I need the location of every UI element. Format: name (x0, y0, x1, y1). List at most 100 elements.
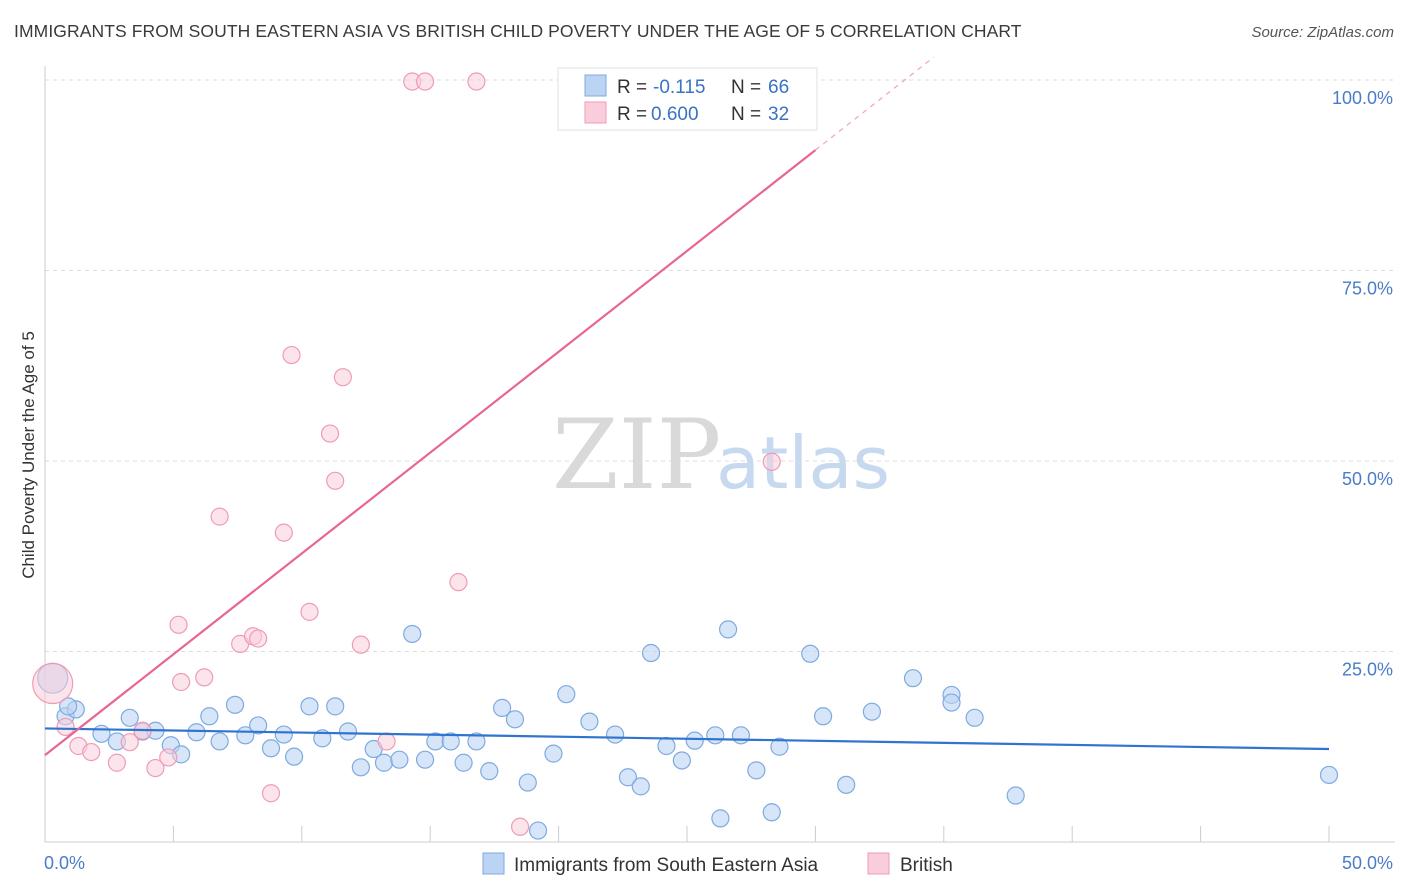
data-point-immigrants (862, 702, 881, 721)
data-point-immigrants (249, 716, 268, 735)
chart-source: Source: ZipAtlas.com (1251, 24, 1394, 41)
x-tick-label: 50.0% (1342, 853, 1393, 873)
data-point-immigrants (374, 753, 394, 772)
data-point-immigrants (770, 737, 789, 756)
data-point-immigrants (505, 710, 525, 729)
legend-label-british: British (900, 855, 953, 876)
data-point-british (146, 758, 165, 778)
data-point-immigrants (390, 750, 409, 769)
data-point-immigrants (801, 644, 820, 663)
data-point-immigrants (441, 732, 460, 751)
data-point-immigrants (685, 731, 704, 750)
data-point-immigrants (641, 643, 661, 663)
data-point-british (351, 635, 370, 654)
series-immigrants-points (37, 620, 1339, 840)
data-point-immigrants (657, 736, 676, 756)
series-legend: Immigrants from South Eastern Asia Briti… (482, 852, 953, 876)
data-point-immigrants (210, 732, 229, 751)
data-point-immigrants (313, 729, 332, 748)
data-point-immigrants (225, 695, 245, 714)
data-point-immigrants (59, 697, 78, 716)
y-tick-label: 75.0% (1342, 279, 1393, 299)
watermark: ZIP atlas (552, 399, 890, 511)
data-point-british (333, 368, 352, 387)
data-point-immigrants (120, 708, 139, 727)
data-point-british (300, 602, 319, 621)
data-point-immigrants (557, 685, 576, 704)
data-point-immigrants (731, 726, 751, 745)
data-point-immigrants (814, 707, 833, 726)
legend-swatch-immigrants (584, 74, 607, 97)
watermark-atlas: atlas (716, 421, 890, 505)
legend-r-label: R = (617, 104, 647, 125)
legend-n-value-british: 32 (768, 104, 789, 125)
data-point-immigrants (711, 809, 730, 828)
data-point-british (261, 784, 281, 803)
data-point-immigrants (618, 768, 638, 787)
data-point-immigrants (528, 821, 548, 840)
correlation-legend: R = -0.115 N = 66 R = 0.600 N = 32 (557, 67, 818, 131)
data-point-british (326, 471, 345, 490)
data-point-british (120, 733, 139, 752)
data-point-immigrants (351, 758, 370, 777)
x-tick-label: 0.0% (44, 853, 85, 873)
data-point-british (107, 753, 127, 772)
data-point-british (274, 523, 293, 542)
data-point-immigrants (261, 739, 281, 758)
data-point-immigrants (903, 669, 923, 688)
data-point-british (172, 672, 191, 692)
trend-lines (44, 56, 1330, 756)
data-point-immigrants (747, 761, 766, 780)
data-point-immigrants (942, 693, 961, 712)
data-point-british (169, 615, 188, 634)
data-point-immigrants (672, 751, 691, 770)
legend-r-label: R = (617, 77, 647, 98)
series-british-points (32, 72, 781, 836)
legend-n-value-immigrants: 66 (768, 77, 789, 98)
data-point-immigrants (187, 723, 206, 742)
trend-line-british (44, 149, 817, 756)
y-axis-title: Child Poverty Under the Age of 5 (19, 331, 38, 579)
data-point-british (210, 507, 229, 526)
data-point-immigrants (480, 762, 499, 781)
grid-lines (45, 79, 1395, 652)
data-point-british (56, 717, 75, 737)
data-point-immigrants (300, 697, 319, 716)
data-point-immigrants (338, 722, 358, 741)
trend-line-immigrants (44, 727, 1330, 751)
data-point-british (320, 424, 340, 443)
chart-title: IMMIGRANTS FROM SOUTH EASTERN ASIA VS BR… (14, 21, 1022, 41)
data-point-immigrants (454, 753, 473, 772)
data-point-british (159, 748, 178, 767)
data-point-immigrants (92, 724, 111, 743)
data-point-british (449, 573, 468, 592)
data-point-immigrants (403, 624, 422, 644)
data-point-british (82, 742, 101, 762)
data-point-british (415, 72, 435, 91)
data-point-immigrants (706, 726, 725, 745)
data-point-immigrants (326, 697, 345, 716)
watermark-zip: ZIP (552, 399, 721, 511)
data-point-immigrants (415, 750, 435, 769)
legend-r-value-british: 0.600 (651, 104, 699, 125)
data-point-immigrants (544, 744, 563, 763)
y-tick-label: 25.0% (1342, 660, 1393, 680)
legend-swatch-british (867, 852, 890, 875)
data-point-immigrants (467, 732, 486, 751)
data-point-immigrants (631, 777, 650, 796)
data-point-british (32, 662, 74, 705)
legend-label-immigrants: Immigrants from South Eastern Asia (514, 855, 819, 876)
y-tick-label: 100.0% (1332, 88, 1393, 108)
data-point-immigrants (518, 773, 537, 792)
data-point-immigrants (1319, 765, 1339, 785)
data-point-immigrants (837, 775, 856, 794)
legend-swatch-british (584, 101, 607, 124)
data-point-immigrants (580, 712, 599, 731)
tick-labels: 100.0% 75.0% 50.0% 25.0% 0.0% 50.0% (44, 88, 1393, 873)
legend-r-value-immigrants: -0.115 (653, 77, 705, 98)
data-point-immigrants (762, 803, 781, 822)
data-point-immigrants (284, 747, 304, 766)
data-point-immigrants (718, 620, 738, 639)
data-point-british (510, 817, 530, 836)
data-point-british (249, 629, 268, 648)
